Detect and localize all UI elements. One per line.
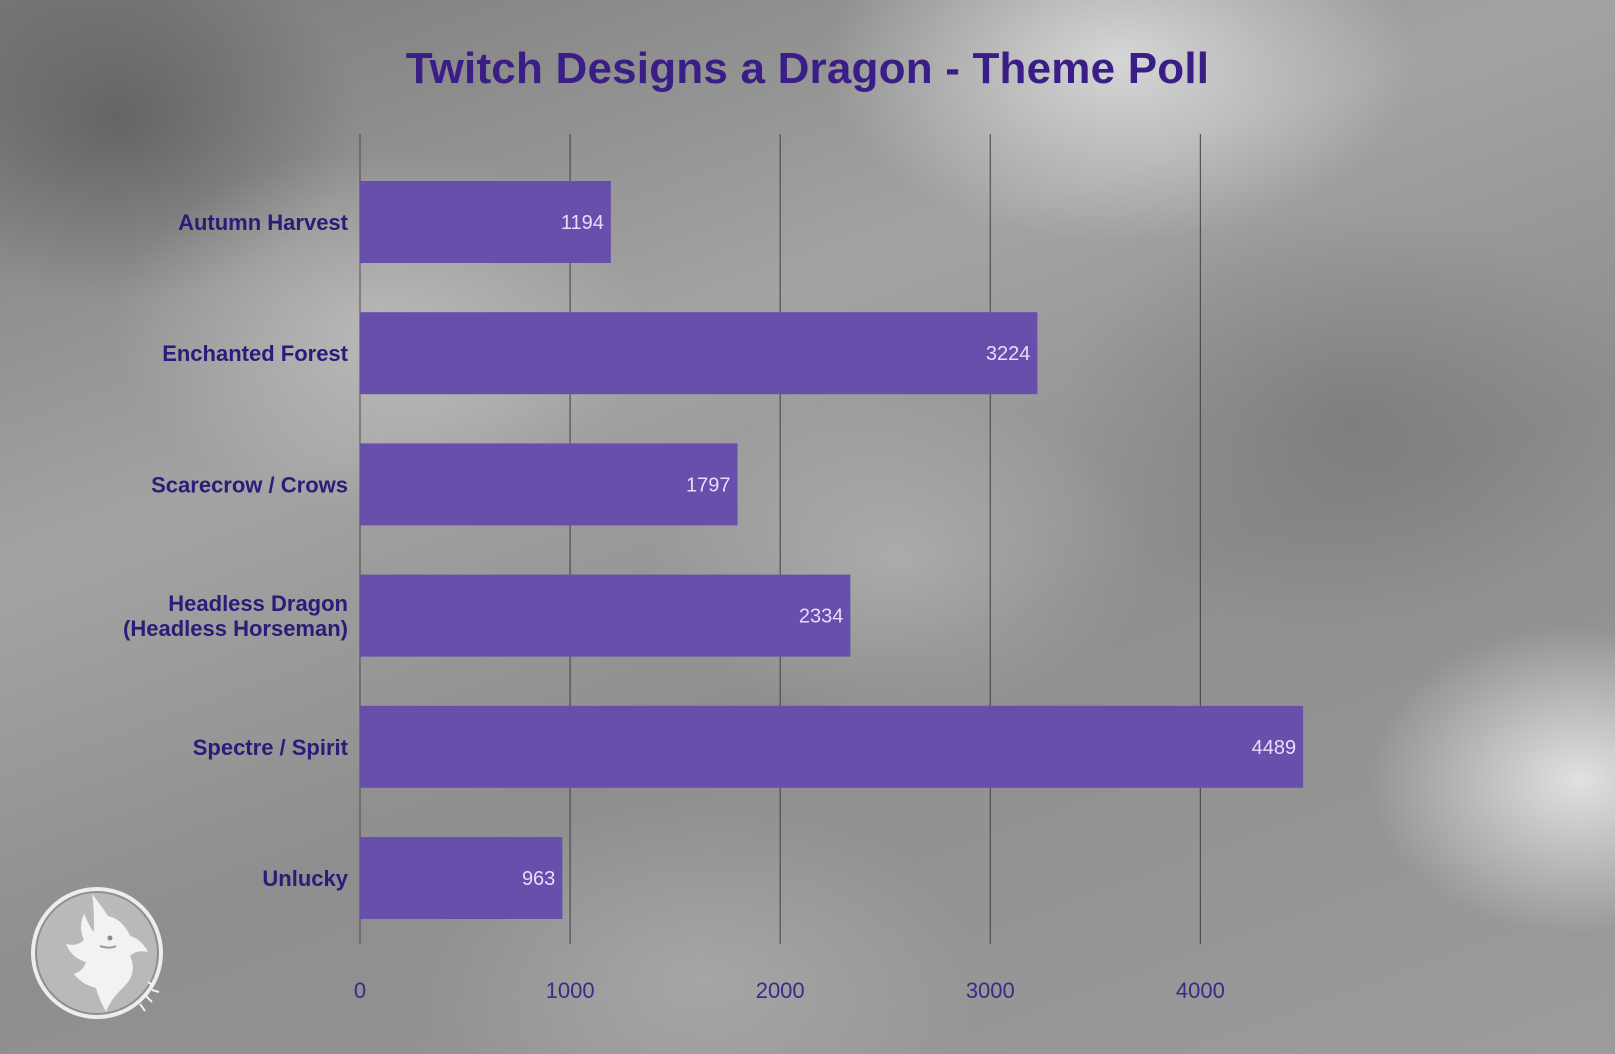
bar-value-label: 4489 — [1252, 737, 1297, 759]
bar — [360, 705, 1304, 788]
bar — [360, 181, 611, 263]
bar-value-label: 2334 — [799, 606, 844, 628]
gridlines — [359, 134, 1201, 944]
category-label: Unlucky — [262, 866, 348, 891]
bar-value-label: 1194 — [561, 212, 604, 234]
category-label: Headless Dragon — [168, 591, 348, 616]
category-label: Autumn Harvest — [178, 210, 349, 235]
bar-value-label: 1797 — [686, 474, 731, 496]
bar — [360, 312, 1038, 395]
category-label: Spectre / Spirit — [193, 735, 349, 760]
x-axis-tick-labels: 0 1000 2000 3000 4000 — [354, 978, 1225, 1003]
x-tick-label: 0 — [354, 978, 366, 1003]
bar — [360, 574, 851, 657]
dragon-logo-icon — [31, 887, 163, 1019]
category-label: Enchanted Forest — [162, 341, 348, 366]
bar-value-label: 963 — [522, 868, 555, 890]
category-label: Scarecrow / Crows — [151, 472, 348, 497]
x-tick-label: 1000 — [546, 978, 595, 1003]
x-tick-label: 3000 — [966, 978, 1015, 1003]
bar — [360, 443, 738, 526]
bar — [360, 837, 563, 919]
category-label: (Headless Horseman) — [123, 616, 348, 641]
x-tick-label: 2000 — [756, 978, 805, 1003]
chart-title: Twitch Designs a Dragon - Theme Poll — [405, 44, 1210, 93]
bar-value-label: 3224 — [986, 343, 1031, 365]
category-labels: Autumn Harvest Enchanted Forest Scarecrow … — [123, 210, 349, 891]
bars: 1194 3224 1797 2334 4489 963 — [360, 181, 1304, 919]
x-tick-label: 4000 — [1176, 978, 1225, 1003]
